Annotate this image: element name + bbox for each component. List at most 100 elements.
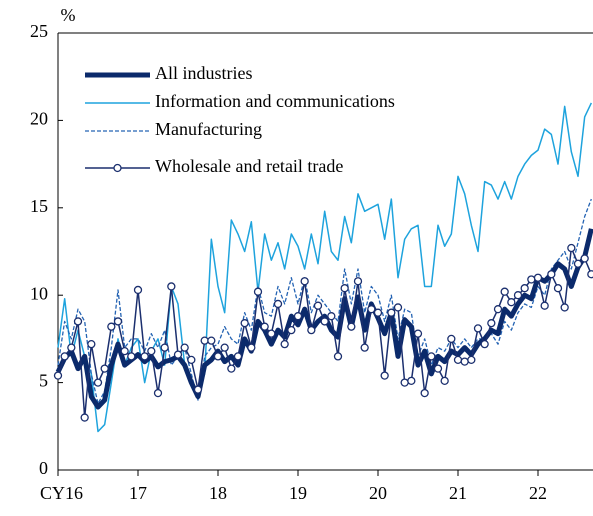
y-tick-label: 15: [30, 196, 48, 216]
series-marker: [307, 326, 316, 335]
series-marker: [393, 303, 403, 312]
series-marker: [493, 305, 503, 314]
series-marker: [353, 277, 363, 286]
series-marker: [460, 357, 469, 366]
series-marker: [273, 299, 283, 309]
series-marker: [507, 298, 516, 307]
legend-marker: [113, 163, 122, 173]
x-tick-label: CY16: [40, 483, 83, 503]
series-marker: [53, 371, 63, 380]
series-marker: [500, 287, 509, 296]
series-marker: [533, 273, 543, 282]
series-marker: [480, 339, 489, 349]
series-marker: [447, 334, 456, 344]
y-tick-label: 0: [39, 458, 48, 478]
series-marker: [93, 378, 103, 387]
series-marker: [233, 352, 243, 361]
series-marker: [113, 317, 123, 326]
series-marker: [360, 343, 369, 352]
y-tick-label: 25: [30, 21, 48, 41]
series-marker: [180, 343, 189, 352]
x-tick-label: 20: [369, 483, 387, 503]
series-marker: [413, 329, 423, 338]
series-marker: [320, 317, 329, 326]
series-marker: [80, 413, 89, 422]
y-unit: %: [61, 5, 76, 25]
legend-label: Information and communications: [155, 91, 395, 111]
series-marker: [327, 312, 336, 321]
x-tick-label: 18: [209, 483, 227, 503]
series-marker: [147, 346, 156, 356]
series-marker: [100, 364, 109, 373]
series-marker: [193, 385, 203, 394]
series-marker: [300, 277, 309, 286]
series-marker: [553, 284, 563, 293]
series-marker: [407, 376, 416, 386]
series-marker: [167, 282, 176, 291]
series-marker: [220, 343, 229, 352]
legend-item: All industries: [85, 63, 253, 83]
series-marker: [367, 305, 376, 314]
series-marker: [127, 352, 136, 361]
series-marker: [73, 317, 83, 326]
series-line: [57, 198, 592, 405]
legend-item: Manufacturing: [85, 119, 262, 139]
series-line: [57, 102, 593, 433]
series-marker: [333, 352, 343, 361]
series-marker: [440, 376, 449, 386]
series-marker: [540, 301, 549, 310]
series-marker: [267, 329, 276, 338]
x-tick-label: 22: [529, 483, 547, 503]
series-marker: [160, 343, 169, 352]
series-marker: [153, 388, 163, 398]
series-marker: [487, 319, 496, 328]
series-marker: [120, 346, 129, 356]
series-marker: [107, 322, 116, 331]
series-marker: [380, 371, 389, 380]
series-marker: [60, 352, 69, 361]
series-marker: [67, 343, 76, 352]
series-marker: [87, 339, 96, 349]
x-tick-label: 17: [129, 483, 147, 503]
series-marker: [200, 336, 209, 345]
series-marker: [580, 254, 589, 263]
legend-item: Information and communications: [85, 91, 395, 111]
legend-label: Manufacturing: [155, 119, 262, 139]
series-line: [57, 247, 593, 419]
series-marker: [287, 326, 296, 335]
series-marker: [587, 270, 593, 279]
series-marker: [387, 308, 396, 317]
series-marker: [473, 324, 483, 333]
series-marker: [187, 355, 196, 365]
series-marker: [513, 291, 523, 300]
series-marker: [527, 275, 536, 284]
series-marker: [567, 243, 576, 253]
series-marker: [420, 388, 429, 398]
series-marker: [340, 284, 349, 293]
series-marker: [260, 322, 269, 331]
series-marker: [520, 284, 529, 293]
series-marker: [347, 322, 356, 331]
series-marker: [247, 343, 256, 352]
legend-label: Wholesale and retail trade: [155, 156, 343, 176]
series-marker: [207, 336, 216, 345]
y-tick-label: 5: [39, 371, 48, 391]
legend-label: All industries: [155, 63, 253, 83]
series-marker: [453, 355, 463, 365]
series-marker: [313, 301, 323, 310]
y-tick-label: 10: [30, 283, 48, 303]
x-tick-label: 19: [289, 483, 307, 503]
series-marker: [433, 364, 443, 373]
series-marker: [253, 287, 263, 296]
series-marker: [427, 352, 436, 361]
series-marker: [173, 350, 183, 359]
legend-item: Wholesale and retail trade: [85, 156, 343, 176]
series-marker: [280, 339, 289, 349]
series-marker: [560, 303, 569, 312]
series-marker: [400, 378, 409, 387]
series-marker: [133, 285, 143, 295]
y-tick-label: 20: [30, 109, 48, 129]
series-marker: [213, 352, 223, 361]
series-marker: [140, 352, 149, 361]
